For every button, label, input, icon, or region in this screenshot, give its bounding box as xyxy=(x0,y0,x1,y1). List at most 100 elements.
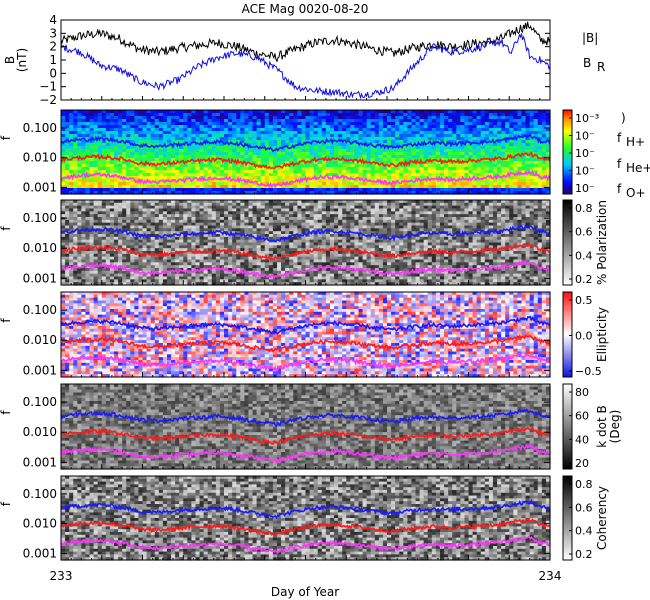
heatmap-cell xyxy=(150,131,156,135)
heatmap-cell xyxy=(492,188,498,192)
heatmap-cell xyxy=(179,146,184,150)
heatmap-cell xyxy=(203,113,209,117)
heatmap-cell xyxy=(358,143,364,147)
heatmap-cell xyxy=(101,161,107,165)
heatmap-cell xyxy=(317,205,323,210)
heatmap-cell xyxy=(260,219,266,224)
heatmap-cell xyxy=(468,191,474,195)
heatmap-cell xyxy=(158,134,164,138)
heatmap-cell xyxy=(142,119,148,123)
heatmap-cell xyxy=(488,113,494,117)
heatmap-cell xyxy=(191,116,197,120)
heatmap-cell xyxy=(162,167,168,171)
heatmap-cell xyxy=(488,164,494,168)
heatmap-cell xyxy=(293,182,298,186)
heatmap-cell xyxy=(219,143,225,147)
heatmap-cell xyxy=(244,167,250,171)
heatmap-cell xyxy=(175,113,180,117)
heatmap-cell xyxy=(431,119,437,123)
heatmap-cell xyxy=(431,217,437,221)
heatmap-cell xyxy=(224,170,229,174)
heatmap-cell xyxy=(162,119,168,123)
heatmap-cell xyxy=(183,202,188,207)
heatmap-cell xyxy=(407,137,413,141)
heatmap-cell xyxy=(374,170,380,174)
heatmap-cell xyxy=(529,185,535,189)
heatmap-cell xyxy=(439,217,445,221)
heatmap-cell xyxy=(382,113,388,117)
heatmap-cell xyxy=(492,164,498,168)
heatmap-cell xyxy=(415,134,421,138)
heatmap-cell xyxy=(146,170,152,174)
heatmap-cell xyxy=(391,211,396,215)
heatmap-cell xyxy=(338,161,343,165)
heatmap-cell xyxy=(289,158,294,162)
heatmap-cell xyxy=(362,185,368,189)
heatmap-cell xyxy=(77,176,82,180)
heatmap-cell xyxy=(431,146,437,150)
heatmap-cell xyxy=(444,211,449,215)
heatmap-cell xyxy=(97,179,103,183)
heatmap-cell xyxy=(122,155,127,159)
heatmap-cell xyxy=(285,164,290,168)
heatmap-cell xyxy=(407,152,413,156)
heatmap-cell xyxy=(366,158,372,162)
heatmap-cell xyxy=(158,119,164,123)
heatmap-cell xyxy=(207,140,213,144)
heatmap-cell xyxy=(138,110,144,114)
heatmap-cell xyxy=(256,128,262,132)
heatmap-cell xyxy=(444,146,449,150)
heatmap-cell xyxy=(472,158,478,162)
heatmap-cell xyxy=(378,228,384,232)
heatmap-cell xyxy=(248,228,254,232)
heatmap-cell xyxy=(366,217,372,221)
heatmap-cell xyxy=(154,202,160,207)
heatmap-cell xyxy=(256,158,262,162)
heatmap-cell xyxy=(118,128,123,132)
heatmap-cell xyxy=(69,208,74,212)
heatmap-cell xyxy=(427,116,433,120)
heatmap-cell xyxy=(435,182,441,186)
heatmap-cell xyxy=(122,134,127,138)
heatmap-cell xyxy=(513,200,518,204)
heatmap-cell xyxy=(187,164,192,168)
heatmap-cell xyxy=(285,202,290,207)
heatmap-cell xyxy=(199,211,205,215)
heatmap-cell xyxy=(244,182,250,186)
heatmap-cell xyxy=(260,176,266,180)
heatmap-cell xyxy=(199,219,205,224)
heatmap-cell xyxy=(472,217,478,221)
heatmap-cell xyxy=(517,208,523,212)
heatmap-cell xyxy=(305,173,311,177)
heatmap-cell xyxy=(362,202,368,207)
heatmap-cell xyxy=(219,211,225,215)
heatmap-cell xyxy=(415,113,421,117)
heatmap-cell xyxy=(252,131,258,135)
heatmap-cell xyxy=(391,125,396,129)
heatmap-cell xyxy=(281,158,286,162)
heatmap-cell xyxy=(480,217,486,221)
heatmap-cell xyxy=(423,202,429,207)
heatmap-cell xyxy=(109,134,115,138)
heatmap-cell xyxy=(497,185,502,189)
heatmap-cell xyxy=(191,208,197,212)
heatmap-cell xyxy=(395,205,400,210)
heatmap-cell xyxy=(387,217,392,221)
heatmap-cell xyxy=(97,219,103,224)
heatmap-cell xyxy=(387,222,392,227)
heatmap-cell xyxy=(488,134,494,138)
heatmap-cell xyxy=(191,205,197,210)
heatmap-cell xyxy=(252,205,258,210)
heatmap-cell xyxy=(142,170,148,174)
heatmap-cell xyxy=(150,200,156,204)
heatmap-cell xyxy=(138,164,144,168)
heatmap-cell xyxy=(411,170,417,174)
heatmap-cell xyxy=(321,222,327,227)
heatmap-cell xyxy=(358,152,364,156)
heatmap-cell xyxy=(492,143,498,147)
heatmap-cell xyxy=(77,167,82,171)
heatmap-cell xyxy=(109,152,115,156)
heatmap-cell xyxy=(350,119,355,123)
heatmap-cell xyxy=(207,205,213,210)
heatmap-cell xyxy=(81,217,87,221)
